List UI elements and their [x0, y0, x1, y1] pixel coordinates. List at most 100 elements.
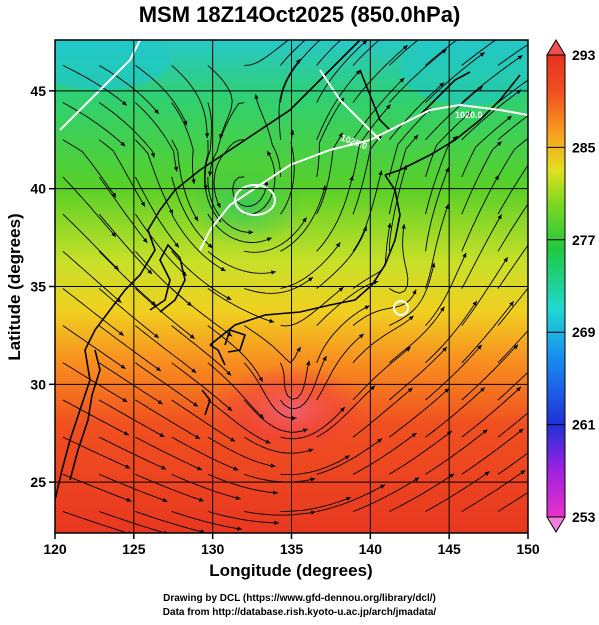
- streamline: [389, 387, 450, 438]
- streamline-arrow: [349, 175, 354, 181]
- streamline-arrow: [377, 438, 383, 444]
- streamline: [461, 40, 497, 66]
- streamline: [425, 252, 467, 326]
- streamline: [461, 386, 522, 438]
- streamline-arrow: [462, 252, 467, 258]
- streamline-arrow: [413, 134, 419, 140]
- streamline: [171, 102, 195, 184]
- streamline-arrow: [503, 257, 508, 263]
- streamline-arrow: [518, 428, 524, 434]
- streamline-arrow: [479, 52, 485, 57]
- streamline-arrow: [466, 111, 472, 117]
- streamline: [497, 79, 528, 103]
- streamline: [497, 203, 528, 252]
- streamline: [461, 55, 523, 103]
- streamline-arrow: [168, 209, 173, 215]
- streamline: [425, 344, 483, 401]
- streamline-arrow: [197, 466, 203, 471]
- streamline-arrow: [191, 179, 196, 184]
- streamline-arrow: [227, 406, 233, 411]
- streamline: [62, 64, 128, 106]
- streamline-arrow: [482, 429, 488, 435]
- streamline: [389, 430, 453, 475]
- streamline-arrow: [193, 216, 199, 222]
- streamline-arrow: [125, 464, 131, 469]
- streamline: [461, 214, 502, 289]
- streamline: [207, 213, 272, 243]
- streamline-arrow: [519, 21, 524, 25]
- colorbar: 253 261 269 277 285 293: [546, 39, 596, 533]
- streamline-arrow: [183, 120, 188, 126]
- streamline: [316, 132, 344, 215]
- x-axis: 120 125 130 135 140 145 150: [43, 533, 540, 557]
- streamline-arrow: [402, 45, 408, 50]
- streamline-arrow: [407, 14, 412, 18]
- streamline-arrow: [155, 366, 161, 371]
- streamline-arrow: [399, 77, 405, 83]
- streamline-arrow: [154, 109, 159, 114]
- streamline: [135, 511, 206, 533]
- streamline: [62, 325, 126, 370]
- streamline: [352, 387, 413, 438]
- streamline: [461, 469, 526, 512]
- streamline-arrow: [302, 25, 307, 29]
- streamline-arrow: [191, 368, 197, 373]
- streamline: [316, 385, 376, 438]
- streamline-arrow: [269, 318, 275, 323]
- wind-streamlines: [62, 14, 544, 533]
- streamline: [461, 428, 524, 475]
- streamline: [425, 204, 449, 289]
- streamline: [98, 473, 168, 502]
- streamline-arrow: [258, 376, 263, 382]
- streamline: [352, 315, 414, 364]
- streamline-arrow: [174, 242, 179, 248]
- streamline-arrow: [539, 146, 544, 150]
- streamline-arrow: [506, 115, 512, 121]
- streamline: [388, 107, 432, 178]
- streamline: [207, 436, 276, 467]
- streamline: [425, 300, 478, 364]
- streamline-arrow: [142, 237, 148, 243]
- streamline-arrow: [198, 497, 204, 502]
- streamline: [171, 65, 208, 139]
- streamline: [352, 289, 417, 326]
- streamline-arrow: [122, 397, 128, 403]
- streamline: [280, 360, 310, 400]
- streamline-arrow: [265, 439, 271, 444]
- streamline: [62, 399, 130, 436]
- streamline-arrow: [411, 432, 417, 438]
- streamline: [425, 387, 486, 438]
- streamline-arrow: [291, 416, 297, 421]
- streamline-arrow: [116, 298, 122, 303]
- streamline-arrow: [207, 171, 213, 177]
- streamline: [352, 346, 411, 401]
- streamline-arrow: [362, 40, 368, 45]
- x-tick-label: 135: [280, 541, 304, 557]
- colorbar-tick-label: 261: [572, 417, 596, 433]
- streamline-arrow: [310, 477, 316, 482]
- streamline-arrow: [220, 266, 226, 272]
- y-axis-label: Latitude (degrees): [5, 213, 24, 360]
- streamline-arrow: [308, 277, 313, 282]
- streamline: [62, 511, 130, 533]
- streamline-arrow: [379, 484, 385, 489]
- streamline-arrow: [237, 526, 242, 531]
- x-tick-label: 120: [43, 541, 67, 557]
- streamline-arrow: [114, 265, 119, 270]
- streamline-arrow: [444, 204, 449, 210]
- streamline: [461, 257, 509, 326]
- streamline-arrow: [230, 437, 236, 442]
- streamline-arrow: [344, 455, 350, 460]
- streamline: [497, 137, 528, 178]
- streamline: [352, 432, 417, 475]
- y-axis: 25 30 35 40 45: [30, 83, 55, 490]
- streamline: [497, 491, 528, 512]
- streamline-arrow: [126, 497, 132, 502]
- streamline: [207, 288, 275, 323]
- streamline-arrow: [189, 334, 195, 339]
- streamline: [316, 40, 342, 66]
- streamline: [278, 58, 301, 140]
- streamline-arrow: [204, 133, 210, 138]
- streamline-arrow: [121, 100, 127, 106]
- streamline: [425, 51, 485, 103]
